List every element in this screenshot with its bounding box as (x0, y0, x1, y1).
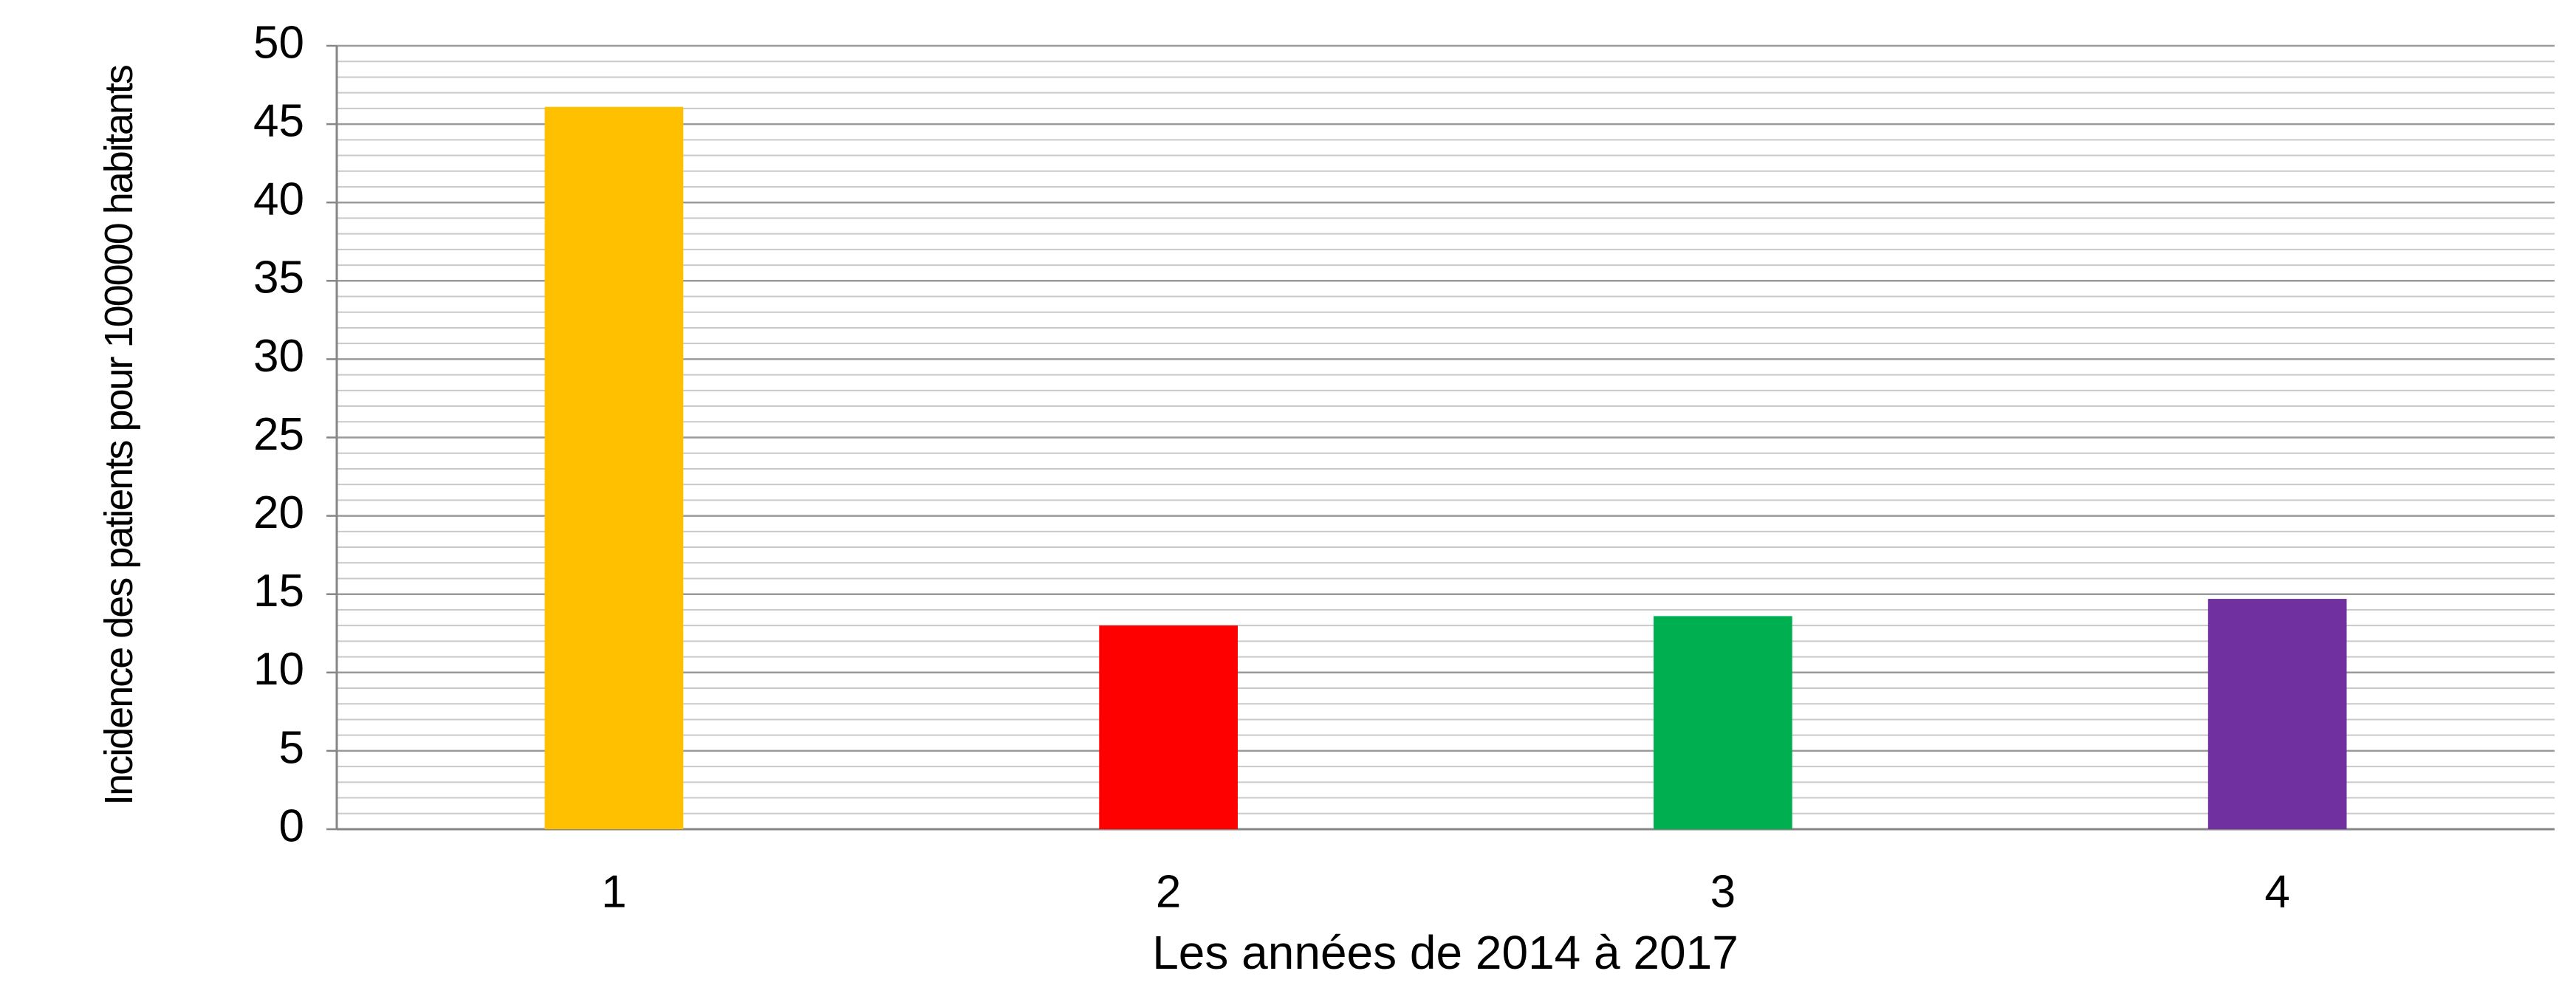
bar (2207, 599, 2347, 829)
x-axis-title: Les années de 2014 à 2017 (1152, 926, 1739, 979)
bar (1654, 616, 1792, 829)
y-tick-label: 40 (253, 174, 304, 225)
bar (1099, 625, 1238, 829)
y-tick-label: 20 (253, 487, 304, 538)
x-tick-label: 1 (601, 866, 626, 917)
x-tick-label: 4 (2264, 866, 2289, 917)
y-tick-label: 30 (253, 331, 304, 382)
y-tick-label: 10 (253, 644, 304, 695)
x-tick-label: 2 (1156, 866, 1181, 917)
y-tick-label: 5 (279, 722, 304, 773)
y-tick-label: 35 (253, 253, 304, 303)
y-tick-label: 0 (279, 800, 304, 851)
y-axis-title: Incidence des patients pour 100000 habit… (97, 66, 141, 806)
bar (544, 106, 684, 829)
y-tick-label: 25 (253, 409, 304, 460)
x-tick-label: 3 (1710, 866, 1736, 917)
y-tick-label: 50 (253, 17, 304, 68)
y-tick-label: 45 (253, 95, 304, 146)
y-tick-label: 15 (253, 566, 304, 617)
